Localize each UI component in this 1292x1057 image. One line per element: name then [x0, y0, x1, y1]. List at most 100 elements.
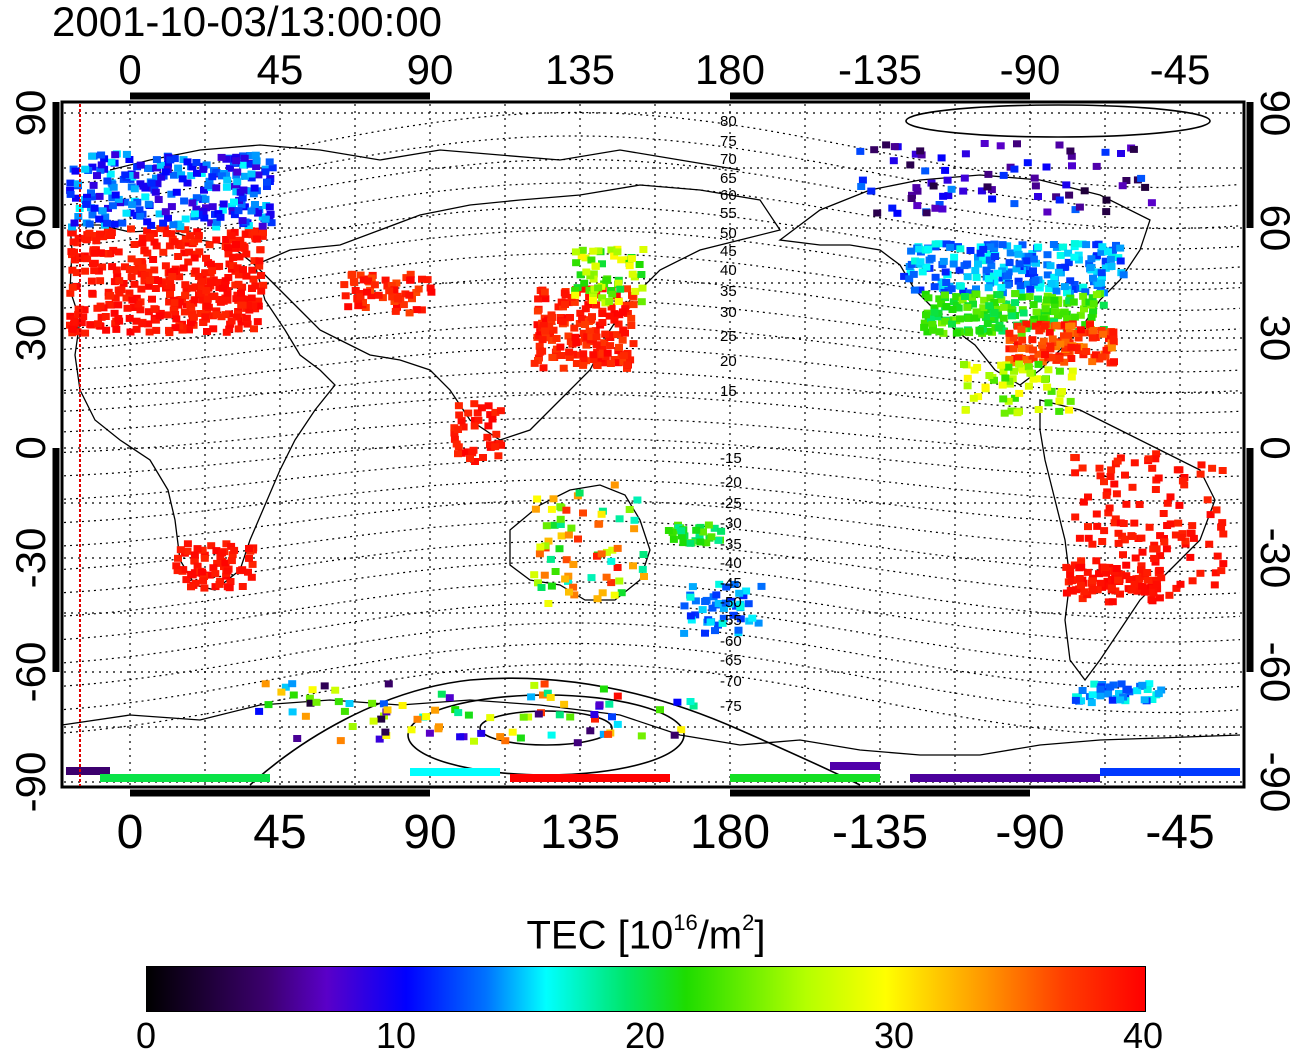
- tec-pixel: [75, 205, 84, 212]
- tec-pixel: [598, 260, 606, 268]
- tec-pixel: [917, 151, 926, 159]
- tec-pixel: [340, 707, 349, 715]
- tec-pixel: [1127, 586, 1136, 594]
- tec-pixel: [185, 326, 193, 334]
- tec-pixel: [927, 254, 936, 262]
- tec-pixel: [1070, 313, 1079, 321]
- tec-pixel: [1084, 534, 1093, 542]
- tec-pixel: [1047, 353, 1056, 361]
- lon-tick-bottom: 180: [690, 806, 770, 859]
- tec-pixel: [1100, 527, 1109, 535]
- tec-pixel: [613, 544, 622, 552]
- tec-pixel: [102, 326, 111, 334]
- tec-pixel: [1067, 152, 1076, 160]
- tec-pixel: [128, 201, 137, 209]
- tec-pixel: [222, 155, 231, 163]
- tec-pixel: [331, 686, 340, 694]
- tec-pixel: [1029, 354, 1038, 362]
- tec-pixel: [101, 213, 110, 221]
- tec-pixel: [230, 182, 239, 190]
- tec-pixel: [938, 285, 947, 292]
- tec-polar-band: [730, 774, 880, 782]
- tec-pixel: [578, 315, 587, 323]
- timestamp-title: 2001-10-03/13:00:00: [52, 0, 442, 45]
- tec-pixel: [1062, 181, 1071, 189]
- tec-pixel: [960, 174, 969, 182]
- tec-pixel: [114, 301, 123, 309]
- tec-pixel: [1029, 267, 1037, 275]
- tec-pixel: [191, 267, 200, 275]
- tec-pixel: [81, 165, 90, 173]
- tec-pixel: [1150, 554, 1159, 562]
- lon-tick-bottom: -45: [1145, 806, 1214, 859]
- tec-pixel: [1010, 200, 1019, 208]
- tec-pixel: [242, 250, 251, 258]
- tec-pixel: [946, 243, 955, 251]
- tec-pixel: [527, 693, 536, 701]
- tec-pixel: [1034, 360, 1043, 368]
- tec-pixel: [103, 177, 112, 185]
- tec-pixel: [1059, 310, 1068, 318]
- tec-pixel: [1116, 257, 1125, 265]
- contour-label: -50: [720, 594, 742, 611]
- tec-pixel: [1101, 148, 1110, 156]
- tec-pixel: [225, 164, 234, 172]
- tec-pixel: [1052, 343, 1060, 351]
- contour-label: 65: [720, 170, 737, 187]
- tec-pixel: [153, 180, 162, 188]
- tec-pixel: [1029, 255, 1038, 263]
- tec-pixel: [610, 356, 619, 363]
- tec-pixel: [984, 327, 993, 335]
- tec-pixel: [963, 382, 972, 390]
- tec-pixel: [1120, 536, 1129, 544]
- tec-pixel: [584, 301, 593, 309]
- tec-pixel: [200, 214, 209, 222]
- tec-pixel: [606, 342, 615, 350]
- tec-pixel: [1024, 280, 1032, 288]
- tec-pixel: [952, 293, 961, 301]
- tec-pixel: [630, 525, 639, 533]
- tec-pixel: [1077, 557, 1086, 565]
- tec-pixel: [252, 163, 261, 170]
- tec-pixel: [1077, 581, 1085, 589]
- tec-pixel: [1003, 281, 1012, 289]
- tec-pixel: [980, 296, 989, 304]
- tec-pixel: [1181, 537, 1190, 545]
- tec-pixel: [215, 580, 224, 588]
- tec-pixel: [383, 706, 392, 714]
- tec-pixel: [613, 564, 622, 571]
- tec-pixel: [598, 589, 607, 597]
- tec-pixel: [1055, 354, 1064, 362]
- tec-pixel: [118, 219, 127, 227]
- tec-pixel: [547, 317, 556, 325]
- tec-pixel: [1076, 326, 1085, 334]
- tec-pixel: [1112, 241, 1120, 249]
- tec-pixel: [686, 593, 695, 601]
- tec-pixel: [629, 562, 637, 570]
- tec-pixel: [258, 232, 267, 240]
- tec-pixel: [198, 296, 207, 304]
- tec-pixel: [181, 215, 190, 223]
- tec-pixel: [170, 267, 179, 275]
- tec-pixel: [1111, 515, 1120, 523]
- tec-pixel: [161, 262, 170, 270]
- tec-pixel: [1147, 199, 1156, 207]
- tec-pixel: [1043, 383, 1052, 391]
- tec-pixel: [477, 729, 486, 737]
- tec-pixel: [920, 323, 929, 331]
- tec-pixel: [1101, 264, 1110, 272]
- tec-pixel: [1044, 366, 1053, 374]
- tec-pixel: [1099, 301, 1108, 309]
- tec-pixel: [207, 278, 215, 286]
- contour-label: 45: [720, 243, 737, 260]
- tec-pixel: [237, 289, 245, 297]
- tec-pixel: [557, 532, 566, 540]
- tec-pixel: [1119, 551, 1127, 559]
- tec-pixel: [576, 271, 585, 279]
- tec-pixel: [1155, 594, 1164, 602]
- tec-pixel: [1143, 686, 1152, 693]
- tec-pixel: [619, 352, 628, 360]
- tec-pixel: [1138, 582, 1147, 590]
- tec-pixel: [175, 298, 184, 306]
- tec-pixel: [593, 362, 602, 369]
